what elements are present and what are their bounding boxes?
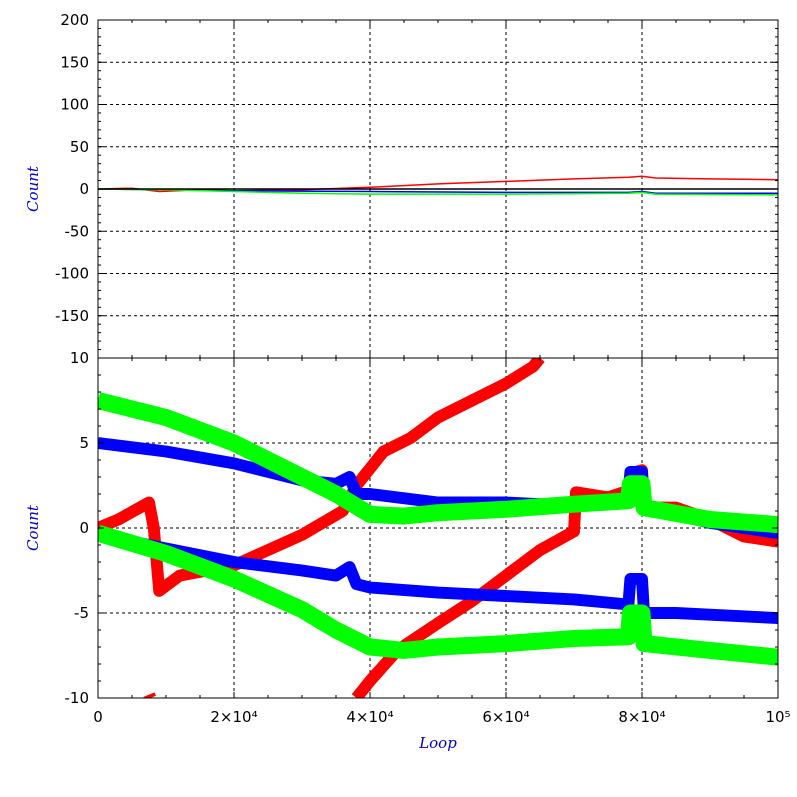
y-tick-label: 50: [70, 138, 89, 156]
y-tick-label: 150: [60, 53, 89, 71]
series-line-1: [143, 692, 156, 698]
top-y-axis-label: Count: [24, 165, 42, 212]
series-line-6: [98, 524, 778, 666]
y-tick-label: -150: [55, 307, 89, 325]
series-line-2: [98, 188, 778, 196]
x-tick-label: 2×10⁴: [210, 708, 257, 726]
bottom-panel: 10 5 0 -5 -10 0 2×10⁴ 4×10⁴ 6×10⁴ 8×10⁴ 10⁵ Count…: [24, 349, 791, 752]
top-y-tick-labels: 200 150 100 50 0 -50 -100 -150: [55, 11, 89, 325]
top-panel: 200 150 100 50 0 -50 -100 -150 Count: [24, 11, 779, 359]
y-tick-label: 200: [60, 11, 89, 29]
y-tick-label: -10: [65, 689, 90, 707]
bottom-series-group: [98, 358, 778, 698]
y-tick-label: -50: [65, 222, 90, 240]
series-line-5: [98, 392, 778, 534]
x-tick-label: 0: [93, 708, 103, 726]
y-tick-label: -100: [55, 265, 89, 283]
x-tick-label: 4×10⁴: [346, 708, 393, 726]
bottom-y-tick-labels: 10 5 0 -5 -10: [65, 349, 90, 707]
bottom-x-tick-labels: 0 2×10⁴ 4×10⁴ 6×10⁴ 8×10⁴ 10⁵: [93, 708, 790, 726]
y-tick-label: 100: [60, 96, 89, 114]
top-series-group: [98, 175, 778, 196]
series-line-0: [98, 175, 778, 193]
x-tick-label: 10⁵: [765, 708, 790, 726]
bottom-panel-frame: [97, 357, 779, 699]
x-tick-label: 6×10⁴: [482, 708, 529, 726]
series-line-0: [98, 358, 545, 597]
y-tick-label: 0: [79, 180, 89, 198]
y-tick-label: -5: [74, 604, 89, 622]
x-tick-label: 8×10⁴: [618, 708, 665, 726]
bottom-y-axis-label: Count: [24, 504, 42, 551]
y-tick-label: 10: [70, 349, 89, 367]
y-tick-label: 5: [79, 434, 89, 452]
y-tick-label: 0: [79, 519, 89, 537]
x-axis-label: Loop: [418, 734, 457, 752]
